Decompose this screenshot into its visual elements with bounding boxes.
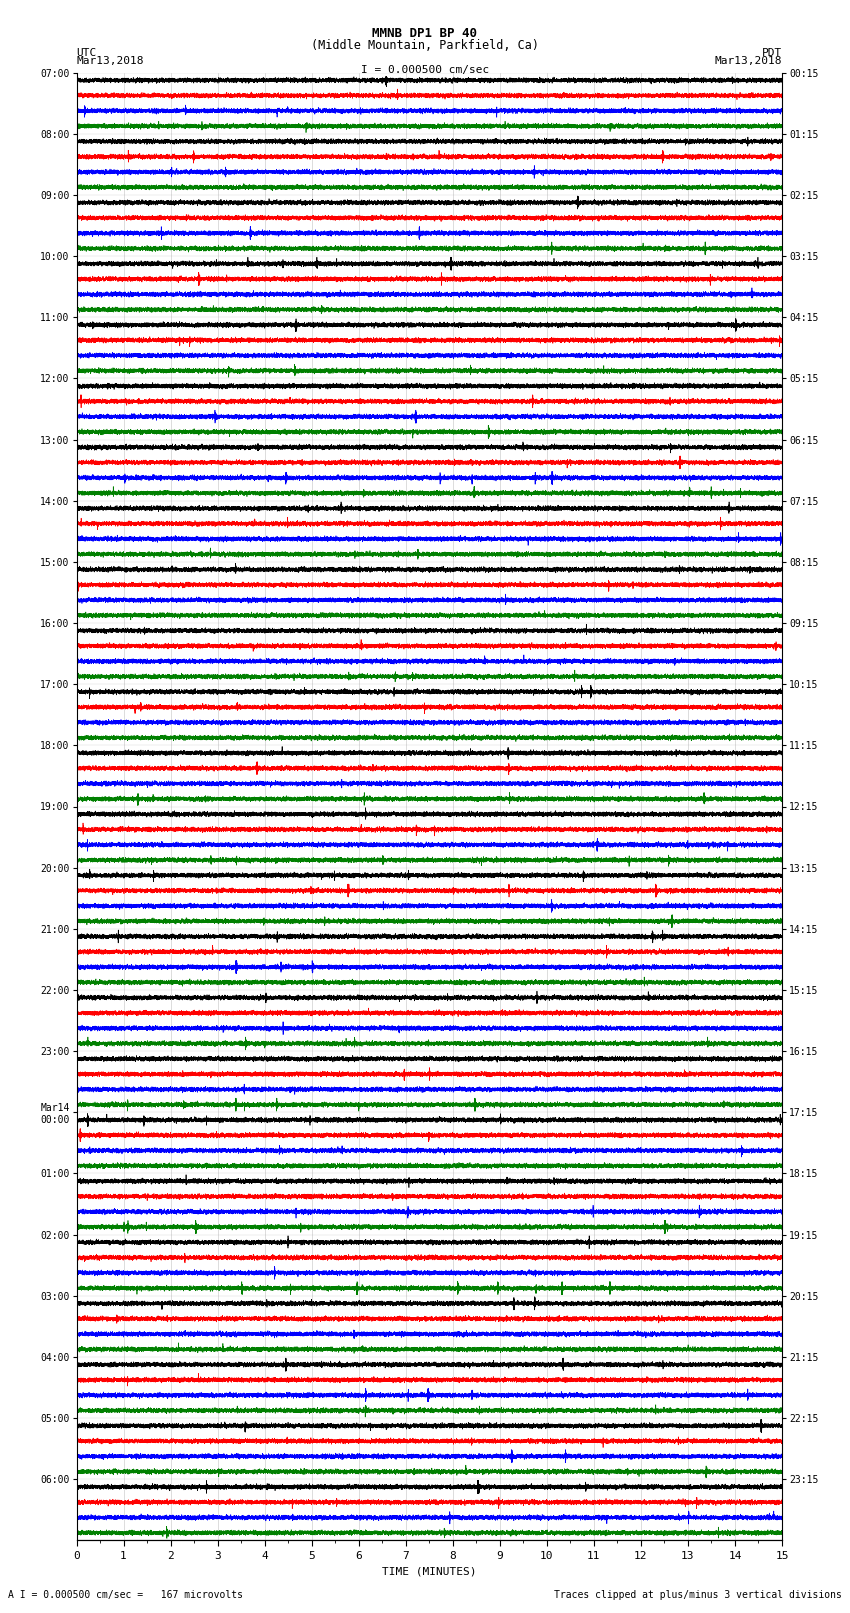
Text: Mar13,2018: Mar13,2018: [76, 56, 144, 66]
X-axis label: TIME (MINUTES): TIME (MINUTES): [382, 1566, 477, 1576]
Text: PDT: PDT: [762, 48, 782, 58]
Text: Mar13,2018: Mar13,2018: [715, 56, 782, 66]
Text: Traces clipped at plus/minus 3 vertical divisions: Traces clipped at plus/minus 3 vertical …: [553, 1590, 842, 1600]
Text: (Middle Mountain, Parkfield, Ca): (Middle Mountain, Parkfield, Ca): [311, 39, 539, 52]
Text: MMNB DP1 BP 40: MMNB DP1 BP 40: [372, 27, 478, 40]
Text: A I = 0.000500 cm/sec =   167 microvolts: A I = 0.000500 cm/sec = 167 microvolts: [8, 1590, 243, 1600]
Text: UTC: UTC: [76, 48, 97, 58]
Text: I = 0.000500 cm/sec: I = 0.000500 cm/sec: [361, 65, 489, 74]
